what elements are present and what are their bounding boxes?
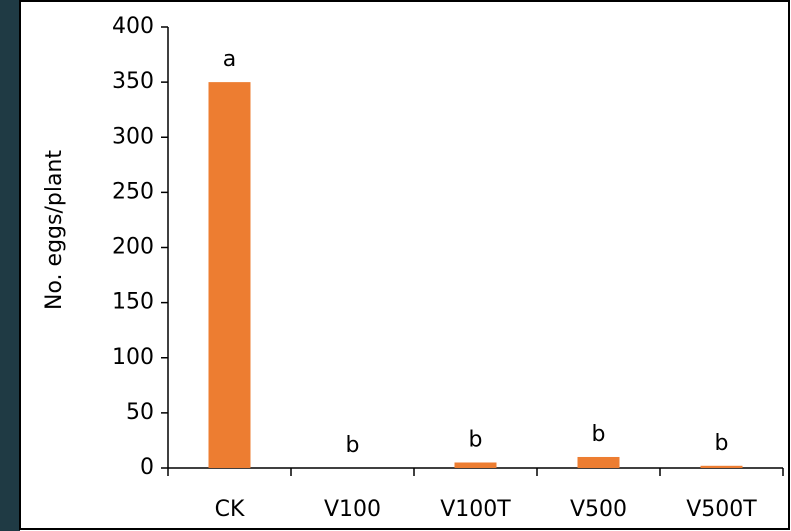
significance-letter: b xyxy=(469,427,483,452)
y-tick-label: 200 xyxy=(112,235,154,260)
y-axis-label: No. eggs/plant xyxy=(42,150,67,310)
bar xyxy=(701,466,743,468)
significance-letter: b xyxy=(715,431,729,456)
chart: No. eggs/plant 0 50 100 150 200 250 300 350 400 C… xyxy=(0,0,791,531)
x-tick-label: V500 xyxy=(570,497,627,522)
x-tick-label: V500T xyxy=(686,497,757,522)
significance-letter: b xyxy=(346,433,360,458)
y-tick-label: 400 xyxy=(112,14,154,39)
y-tick-label: 250 xyxy=(112,179,154,204)
y-tick-label: 100 xyxy=(112,345,154,370)
y-tick-label: 350 xyxy=(112,69,154,94)
y-tick-label: 300 xyxy=(112,124,154,149)
significance-letter: b xyxy=(592,422,606,447)
photo-edge xyxy=(0,0,20,531)
bar xyxy=(455,462,497,468)
bar xyxy=(578,457,620,468)
x-tick-label: V100 xyxy=(324,497,381,522)
y-tick-label: 150 xyxy=(112,290,154,315)
x-tick-label: CK xyxy=(215,497,245,522)
y-tick-label: 0 xyxy=(140,455,154,480)
x-tick-label: V100T xyxy=(440,497,511,522)
y-tick-label: 50 xyxy=(126,400,154,425)
bar xyxy=(209,82,251,468)
significance-letter: a xyxy=(223,47,236,72)
